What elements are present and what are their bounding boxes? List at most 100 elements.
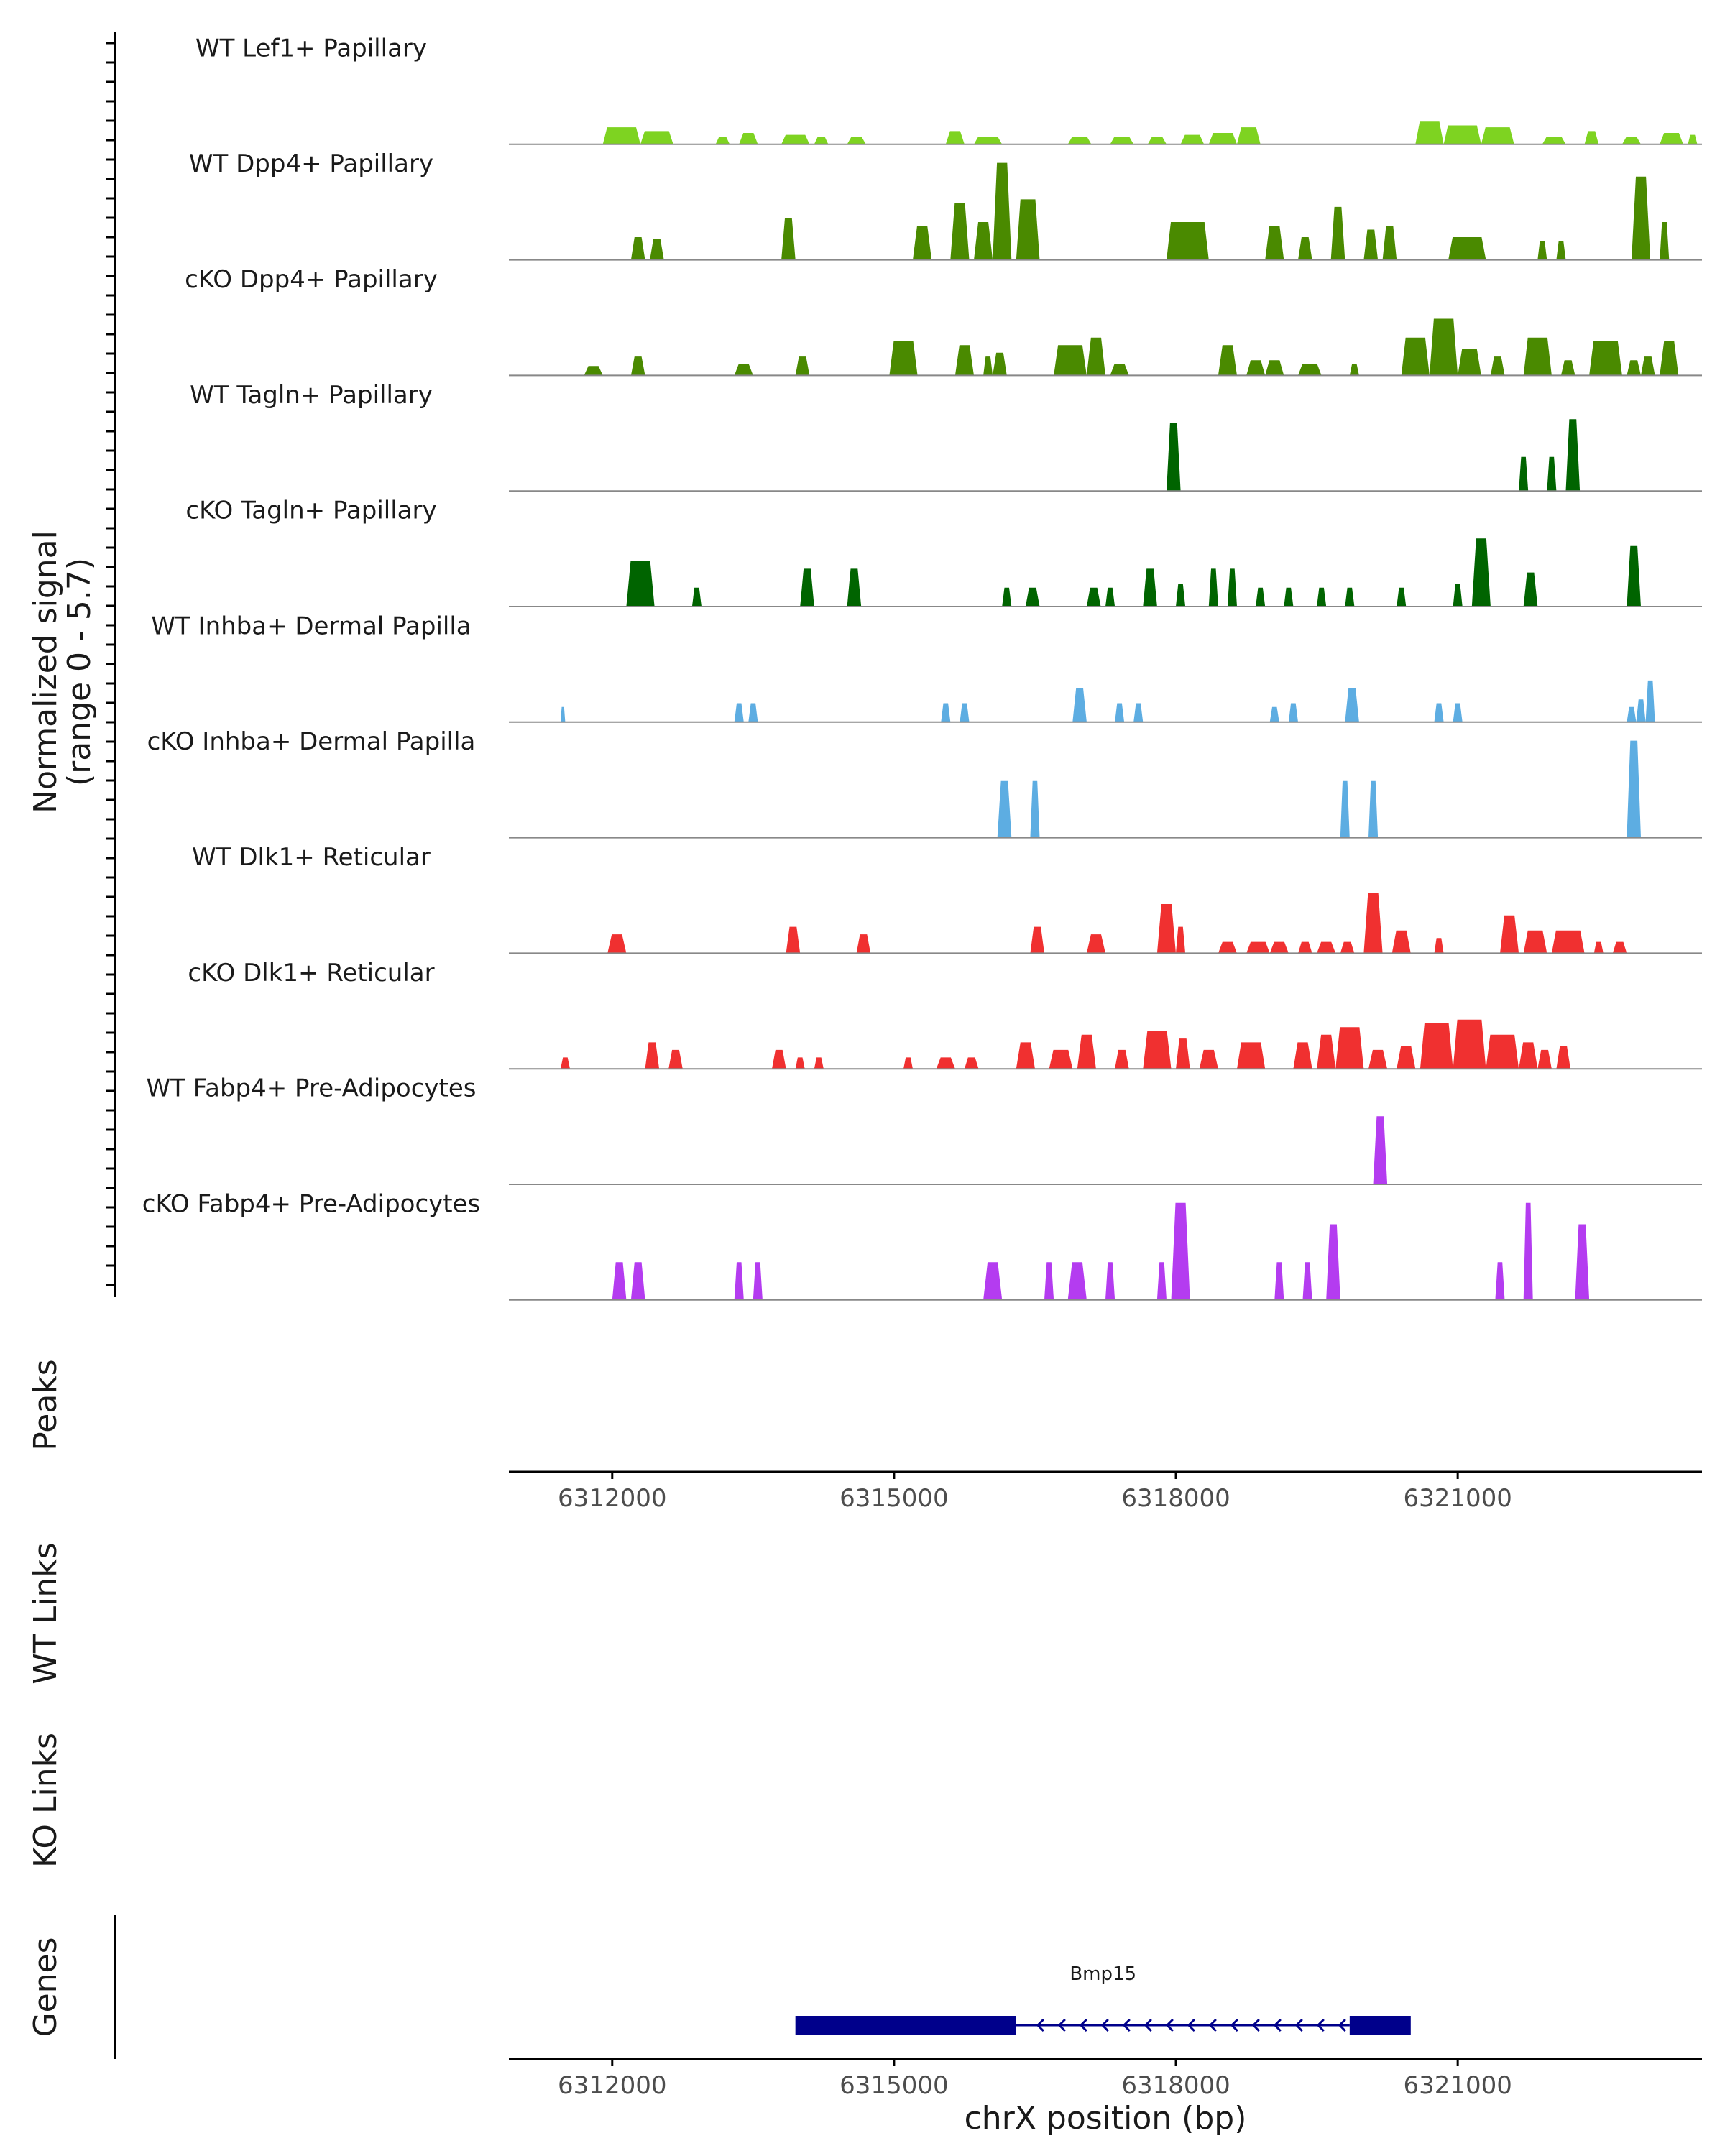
coverage-peak bbox=[1622, 137, 1641, 144]
coverage-peak bbox=[1143, 1031, 1172, 1069]
coverage-peak bbox=[753, 1262, 763, 1300]
coverage-peak bbox=[1547, 456, 1557, 492]
coverage-peak bbox=[630, 1262, 645, 1300]
coverage-peak bbox=[1002, 587, 1012, 607]
x-tick-label: 6321000 bbox=[1403, 2071, 1512, 2100]
coverage-peak bbox=[1180, 134, 1205, 144]
track-label: WT Dlk1+ Reticular bbox=[192, 843, 431, 872]
coverage-peak bbox=[1298, 364, 1322, 376]
strand-arrow bbox=[1079, 2018, 1087, 2032]
coverage-peak bbox=[814, 1057, 824, 1069]
track-4: cKO Tagln+ Papillary bbox=[185, 497, 1702, 607]
coverage-peak bbox=[1293, 1042, 1312, 1069]
track-1: WT Dpp4+ Papillary bbox=[189, 149, 1702, 261]
coverage-peak bbox=[1176, 1038, 1190, 1069]
coverage-peak bbox=[1317, 941, 1336, 954]
gene-exon bbox=[795, 2016, 1016, 2035]
coverage-peak bbox=[1246, 360, 1266, 376]
coverage-peak bbox=[748, 703, 758, 722]
coverage-peak bbox=[1171, 1202, 1190, 1300]
coverage-peak bbox=[1176, 584, 1186, 607]
strand-arrow bbox=[1122, 2018, 1131, 2032]
coverage-peak bbox=[734, 364, 753, 376]
coverage-peak bbox=[1208, 133, 1237, 144]
coverage-peak bbox=[1382, 226, 1397, 260]
coverage-peak bbox=[1086, 337, 1105, 376]
coverage-peak bbox=[1434, 938, 1444, 954]
coverage-peak bbox=[1627, 706, 1637, 722]
track-label: cKO Inhba+ Dermal Papilla bbox=[147, 727, 476, 756]
coverage-peak bbox=[1627, 740, 1641, 838]
x-tick-label: 6312000 bbox=[558, 1484, 666, 1513]
peaks-label: Peaks bbox=[27, 1359, 64, 1450]
coverage-peak bbox=[1660, 341, 1679, 376]
coverage-peak bbox=[1632, 176, 1651, 260]
coverage-peak bbox=[1490, 356, 1505, 376]
coverage-peak bbox=[1443, 125, 1481, 144]
coverage-peak bbox=[903, 1057, 913, 1069]
coverage-peak bbox=[1523, 930, 1547, 954]
coverage-peak bbox=[983, 356, 993, 376]
coverage-peak bbox=[1016, 199, 1040, 260]
coverage-y-ticks bbox=[106, 42, 115, 1286]
coverage-peak bbox=[1429, 318, 1458, 376]
coverage-peak bbox=[1556, 241, 1566, 260]
coverage-peak bbox=[856, 934, 871, 954]
coverage-peak bbox=[1363, 229, 1379, 260]
track-label: WT Tagln+ Papillary bbox=[190, 381, 433, 410]
coverage-peak bbox=[584, 366, 603, 376]
track-9: WT Fabp4+ Pre-Adipocytes bbox=[147, 1074, 1702, 1185]
strand-arrow bbox=[1294, 2018, 1303, 2032]
coverage-peak bbox=[781, 218, 796, 260]
track-label: WT Fabp4+ Pre-Adipocytes bbox=[147, 1074, 477, 1103]
coverage-peak bbox=[1627, 360, 1641, 376]
track-label: cKO Tagln+ Papillary bbox=[185, 497, 436, 525]
strand-arrow bbox=[1230, 2018, 1238, 2032]
coverage-peak bbox=[950, 203, 970, 260]
coverage-peak bbox=[640, 131, 673, 144]
coverage-peak bbox=[1448, 237, 1486, 260]
coverage-peak bbox=[1176, 926, 1186, 954]
coverage-peak bbox=[974, 137, 1003, 144]
coverage-peak bbox=[1373, 1116, 1388, 1184]
coverage-peak bbox=[1115, 1049, 1129, 1069]
coverage-peak bbox=[1523, 337, 1552, 376]
strand-arrow bbox=[1338, 2018, 1346, 2032]
x-tick-label: 6312000 bbox=[558, 2071, 666, 2100]
track-label: cKO Dpp4+ Papillary bbox=[185, 265, 438, 294]
coverage-peak bbox=[1340, 780, 1350, 838]
peaks-x-ticks: 6312000 6315000 6318000 6321000 bbox=[558, 1472, 1512, 1513]
coverage-peak bbox=[1156, 904, 1176, 954]
coverage-peak bbox=[800, 568, 814, 607]
coverage-peak bbox=[1542, 137, 1566, 144]
coverage-peak bbox=[1302, 1262, 1312, 1300]
gene-exon bbox=[1349, 2016, 1411, 2035]
coverage-peak bbox=[1110, 137, 1134, 144]
coverage-peak bbox=[1246, 941, 1270, 954]
x-tick-label: 6321000 bbox=[1403, 1484, 1512, 1513]
coverage-peak bbox=[1481, 127, 1514, 144]
coverage-peak bbox=[983, 1262, 1003, 1300]
coverage-peak bbox=[1397, 587, 1407, 607]
coverage-peak bbox=[786, 926, 801, 954]
coverage-peak bbox=[1086, 934, 1105, 954]
coverage-peak bbox=[1523, 572, 1538, 607]
coverage-peak bbox=[1147, 137, 1167, 144]
coverage-peak bbox=[1016, 1042, 1035, 1069]
coverage-peak bbox=[1317, 1034, 1336, 1069]
coverage-peak bbox=[1335, 1027, 1364, 1069]
track-label: WT Lef1+ Papillary bbox=[196, 34, 427, 63]
coverage-peak bbox=[1584, 131, 1599, 144]
coverage-peak bbox=[1593, 941, 1604, 954]
coverage-peak bbox=[1486, 1034, 1519, 1069]
coverage-peak bbox=[1500, 915, 1519, 954]
coverage-peak bbox=[1345, 587, 1355, 607]
coverage-peak bbox=[1049, 1049, 1073, 1069]
strand-arrow bbox=[1316, 2018, 1325, 2032]
coverage-peak bbox=[1288, 703, 1298, 722]
coverage-peak bbox=[1519, 456, 1529, 492]
coverage-peak bbox=[1237, 1042, 1266, 1069]
coverage-peak bbox=[1420, 1023, 1453, 1069]
coverage-peak bbox=[1269, 941, 1289, 954]
coverage-peak bbox=[889, 341, 918, 376]
